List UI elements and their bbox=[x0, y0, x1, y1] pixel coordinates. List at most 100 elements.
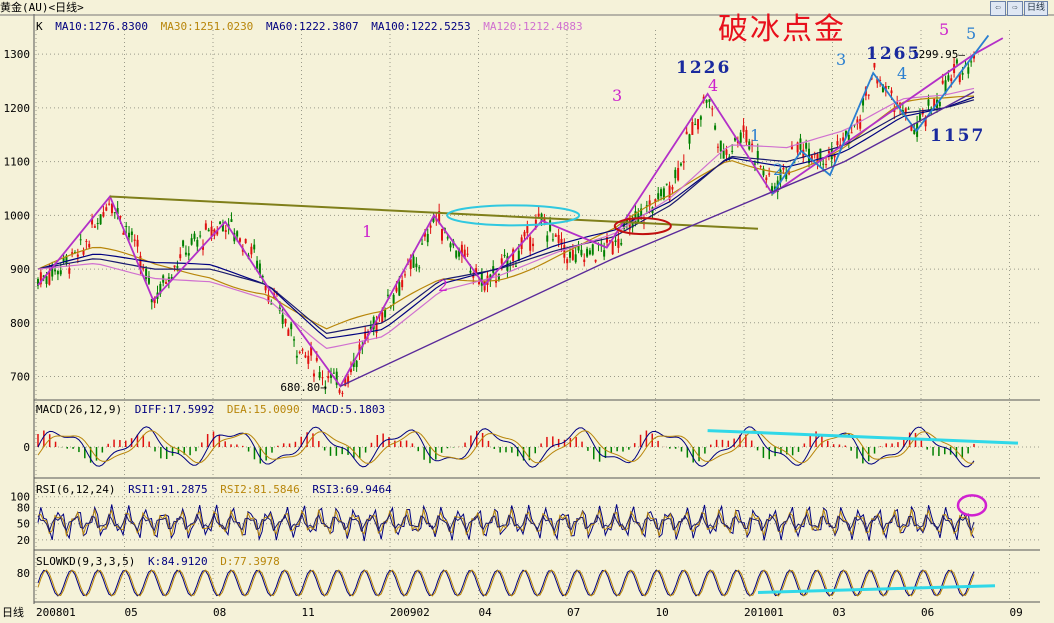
candle-body bbox=[879, 79, 882, 81]
candle-body bbox=[165, 282, 168, 284]
macd-dea-value: DEA:15.0090 bbox=[226, 403, 300, 416]
candle-body bbox=[193, 233, 196, 239]
candle-body bbox=[79, 239, 82, 241]
rsi-tick-label: 100 bbox=[10, 491, 30, 504]
candle-body bbox=[876, 78, 879, 84]
candle-body bbox=[475, 268, 478, 275]
candle-body bbox=[654, 199, 657, 203]
candle-body bbox=[48, 271, 51, 285]
candle-body bbox=[91, 218, 94, 225]
candle-body bbox=[207, 229, 210, 232]
rsi-tick-label: 20 bbox=[17, 534, 30, 547]
candle-body bbox=[862, 98, 865, 106]
candle-body bbox=[850, 132, 853, 134]
candle-body bbox=[742, 125, 745, 132]
breakout-ellipse-red bbox=[613, 217, 672, 236]
low-price-label: 680.80→ bbox=[280, 381, 327, 394]
candle-body bbox=[890, 90, 893, 94]
price-tick-label: 900 bbox=[10, 263, 30, 276]
price-annotation: 1226 bbox=[676, 58, 732, 78]
candle-body bbox=[554, 234, 557, 237]
candle-body bbox=[51, 265, 54, 277]
rsi-line bbox=[37, 507, 975, 538]
candle-body bbox=[355, 360, 358, 368]
candle-body bbox=[486, 275, 489, 285]
candle-body bbox=[210, 226, 213, 237]
candle-body bbox=[423, 232, 426, 237]
candle-body bbox=[614, 240, 617, 243]
candle-body bbox=[557, 234, 560, 243]
candle-body bbox=[662, 188, 665, 200]
candle-body bbox=[105, 207, 108, 211]
wave-label: 1 bbox=[362, 222, 373, 241]
candle-body bbox=[321, 377, 324, 379]
candle-body bbox=[625, 218, 628, 224]
candle-body bbox=[267, 294, 270, 302]
ma10-label: MA10:1276.8300 bbox=[55, 20, 148, 33]
candle-body bbox=[970, 61, 973, 63]
candle-body bbox=[773, 186, 776, 191]
candle-body bbox=[785, 172, 788, 179]
candle-body bbox=[529, 237, 532, 251]
price-tick-label: 1100 bbox=[4, 156, 31, 169]
candle-body bbox=[65, 255, 68, 264]
candle-body bbox=[756, 150, 759, 160]
candle-body bbox=[967, 67, 970, 74]
candle-body bbox=[771, 186, 774, 192]
candle-body bbox=[330, 373, 333, 378]
candle-body bbox=[586, 248, 589, 257]
k-value: K:84.9120 bbox=[147, 555, 208, 568]
candle-body bbox=[153, 297, 156, 304]
candle-body bbox=[472, 275, 475, 278]
candle-body bbox=[782, 167, 785, 170]
candle-body bbox=[699, 116, 702, 120]
candle-body bbox=[694, 124, 697, 126]
candle-body bbox=[42, 275, 45, 278]
macd-tick-label: 0 bbox=[23, 441, 30, 454]
candle-body bbox=[358, 344, 361, 354]
candle-body bbox=[381, 312, 384, 323]
candle-body bbox=[734, 137, 737, 141]
candle-body bbox=[332, 372, 335, 374]
candle-body bbox=[438, 211, 441, 224]
candle-body bbox=[648, 200, 651, 207]
candle-body bbox=[119, 216, 122, 218]
candle-body bbox=[290, 323, 293, 330]
x-tick-label: 04 bbox=[479, 606, 493, 619]
candle-body bbox=[125, 226, 128, 228]
candle-body bbox=[204, 223, 207, 230]
candle-body bbox=[85, 240, 88, 242]
candle-body bbox=[685, 131, 688, 135]
candle-body bbox=[386, 294, 389, 296]
candle-body bbox=[679, 163, 682, 166]
candle-body bbox=[349, 368, 352, 373]
candle-body bbox=[893, 109, 896, 112]
candle-body bbox=[39, 272, 42, 285]
x-tick-label: 05 bbox=[125, 606, 138, 619]
high-price-label: 1299.95— bbox=[912, 48, 965, 61]
candle-body bbox=[270, 303, 273, 305]
candle-body bbox=[836, 141, 839, 146]
candle-body bbox=[910, 126, 913, 131]
candle-body bbox=[71, 252, 74, 254]
candle-body bbox=[261, 276, 264, 278]
prev-button[interactable]: ⇦ bbox=[990, 1, 1006, 16]
candle-body bbox=[219, 221, 222, 225]
candle-body bbox=[418, 267, 421, 269]
candle-body bbox=[298, 351, 301, 353]
period-button[interactable]: 日线 bbox=[1024, 1, 1048, 16]
candle-body bbox=[924, 116, 927, 127]
next-button[interactable]: ⇨ bbox=[1007, 1, 1023, 16]
x-tick-label: 11 bbox=[302, 606, 315, 619]
candle-body bbox=[281, 314, 284, 325]
candle-body bbox=[844, 130, 847, 138]
candle-body bbox=[753, 163, 756, 165]
candle-body bbox=[594, 259, 597, 262]
candle-body bbox=[59, 270, 62, 275]
candle-body bbox=[284, 319, 287, 324]
price-tick-label: 700 bbox=[10, 371, 30, 384]
candle-body bbox=[913, 129, 916, 134]
candle-body bbox=[950, 78, 953, 82]
wave-label: 3 bbox=[836, 50, 847, 69]
candle-body bbox=[54, 269, 57, 272]
